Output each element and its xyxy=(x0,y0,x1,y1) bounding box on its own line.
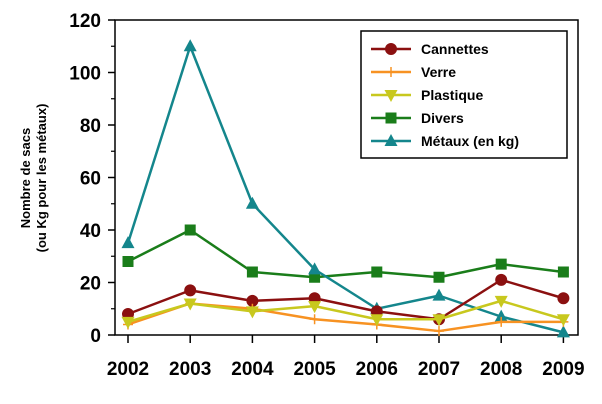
x-tick-label: 2009 xyxy=(542,359,584,380)
legend-label: Divers xyxy=(421,110,464,126)
legend-marker xyxy=(384,134,398,146)
legend-marker xyxy=(385,112,397,124)
axes: 0 20 40 60 80 100 120 2002 2003 2004 2005 2006 2007 2… xyxy=(69,11,584,380)
data-point xyxy=(245,306,259,319)
legend-label: Métaux (en kg) xyxy=(421,133,519,149)
series-plastique xyxy=(121,295,570,329)
data-point xyxy=(121,316,135,329)
series-line xyxy=(127,299,564,324)
data-point xyxy=(433,271,445,283)
data-point xyxy=(184,224,196,236)
x-tick-label: 2003 xyxy=(169,359,211,380)
data-point xyxy=(309,271,321,283)
y-tick-label: 20 xyxy=(80,274,101,295)
x-tick-label: 2008 xyxy=(480,359,522,380)
data-point xyxy=(557,292,570,305)
data-point xyxy=(245,196,259,209)
series-line xyxy=(127,278,564,321)
plot-area xyxy=(121,39,570,338)
data-point xyxy=(122,256,134,267)
data-point xyxy=(432,288,446,301)
legend-marker xyxy=(385,43,397,55)
legend-marker xyxy=(384,90,398,102)
legend-item: Métaux (en kg) xyxy=(371,133,519,149)
data-point xyxy=(495,273,508,286)
x-tick-label: 2004 xyxy=(231,359,274,380)
legend-item: Verre xyxy=(371,64,456,80)
data-point xyxy=(184,284,197,297)
y-tick-label: 0 xyxy=(90,326,101,347)
data-point xyxy=(494,309,508,322)
legend-label: Cannettes xyxy=(421,41,489,57)
y-axis-title: Nombre de sacs(ou Kg pour les métaux) xyxy=(18,104,49,253)
y-tick-label: 120 xyxy=(69,11,101,32)
data-point xyxy=(432,314,446,327)
series-line xyxy=(127,228,564,279)
legend-item: Plastique xyxy=(371,87,483,103)
data-point xyxy=(121,236,135,249)
y-tick-label: 40 xyxy=(80,221,101,242)
x-tick-label: 2002 xyxy=(107,359,149,380)
data-point xyxy=(183,298,197,311)
data-point xyxy=(496,316,507,327)
legend-item: Divers xyxy=(371,110,464,126)
data-point xyxy=(494,295,508,308)
legend-label: Verre xyxy=(421,64,456,80)
series-divers xyxy=(122,224,569,283)
legend-marker xyxy=(386,67,396,77)
data-point xyxy=(246,266,258,278)
legend-item: Cannettes xyxy=(371,41,489,57)
y-tick-label: 100 xyxy=(69,64,101,85)
legend-label: Plastique xyxy=(421,87,483,103)
legend: Cannettes Verre Plastique Divers Métaux (en … xyxy=(360,30,568,159)
x-tick-label: 2006 xyxy=(356,359,398,380)
data-point xyxy=(556,314,570,327)
data-point xyxy=(371,266,383,278)
y-axis-title-line: Nombre de sacs xyxy=(18,128,33,228)
data-point xyxy=(309,314,320,325)
data-point xyxy=(557,266,569,278)
data-point xyxy=(183,39,197,52)
series-line xyxy=(126,45,564,334)
data-point xyxy=(556,325,570,338)
y-axis-title-line: (ou Kg pour les métaux) xyxy=(34,104,49,253)
x-tick-label: 2005 xyxy=(293,359,336,380)
svg-text:Nombre de sacs(ou Kg pour les: Nombre de sacs(ou Kg pour les métaux) xyxy=(18,104,49,253)
y-tick-label: 60 xyxy=(80,169,101,190)
data-point xyxy=(308,301,322,314)
y-tick-label: 80 xyxy=(80,116,101,137)
x-tick-label: 2007 xyxy=(418,359,460,380)
data-point xyxy=(308,262,322,275)
data-point xyxy=(495,258,507,270)
data-point xyxy=(434,326,444,337)
data-point xyxy=(370,314,384,327)
